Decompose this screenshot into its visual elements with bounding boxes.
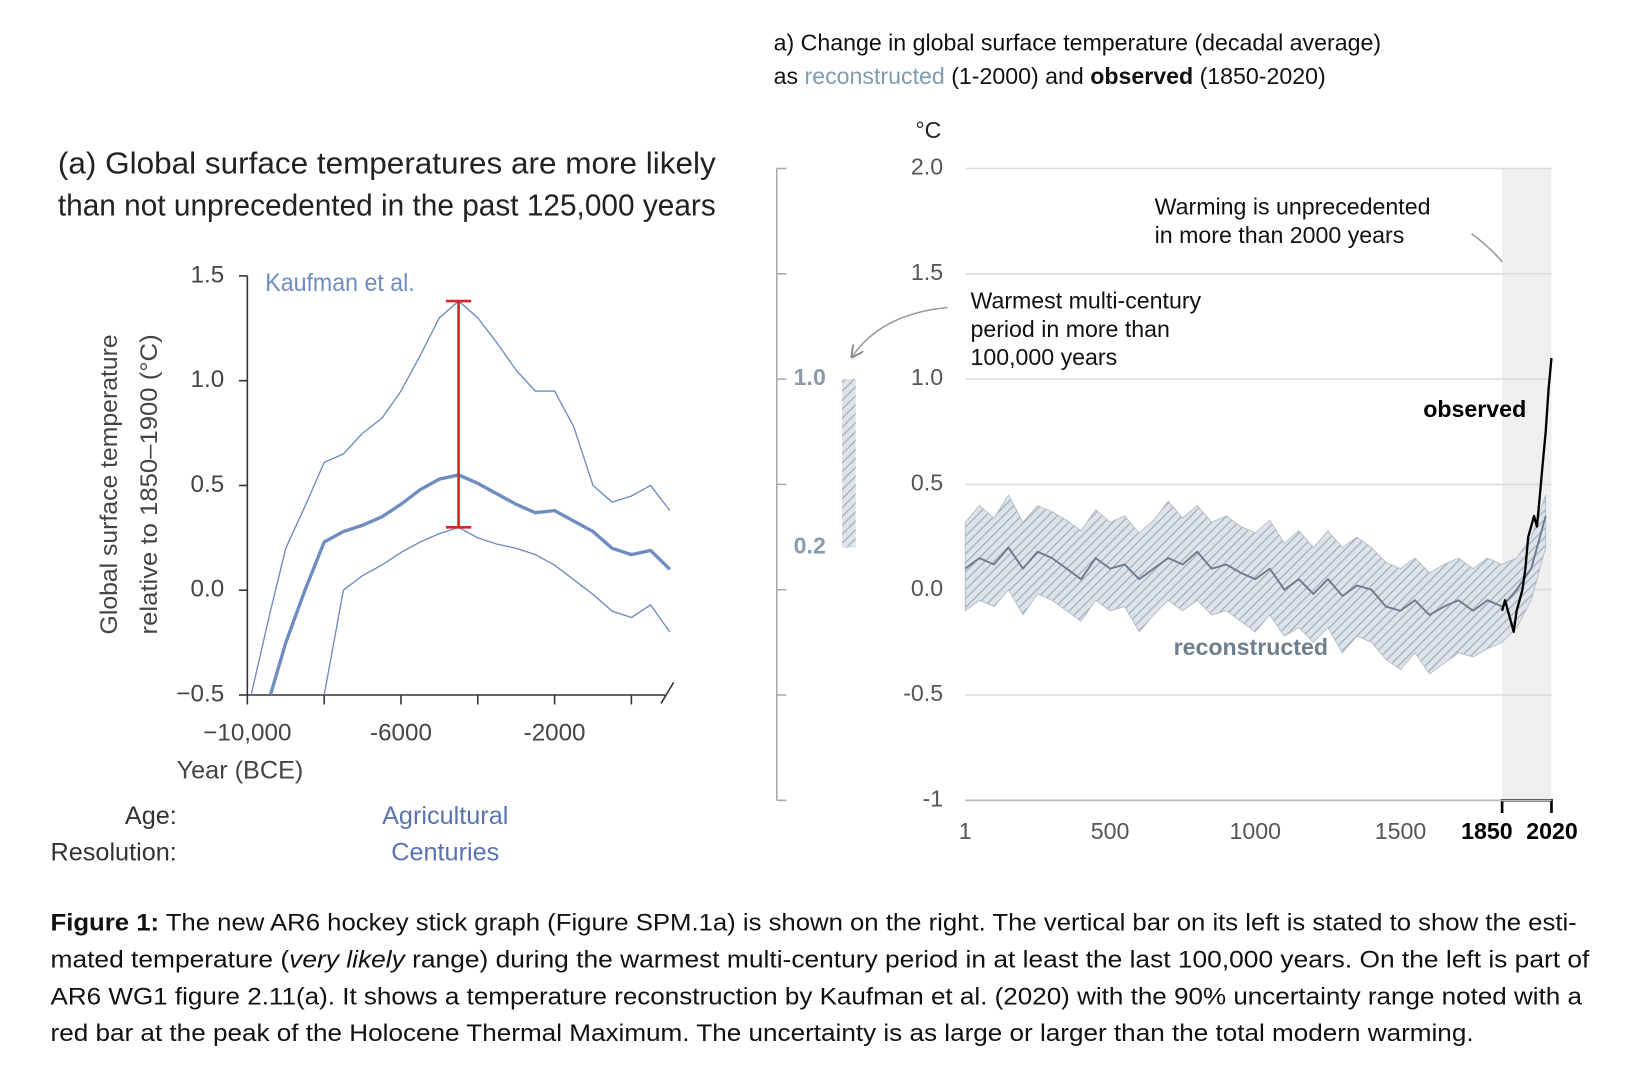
range-label: 0.2 (794, 533, 826, 559)
caption-line: AR6 WG1 figure 2.11(a). It shows a tempe… (51, 984, 1583, 1011)
series-label: Kaufman et al. (265, 269, 414, 297)
row-label: Resolution: (51, 839, 177, 867)
subtitle-part: reconstructed (805, 63, 945, 89)
x-tick-label: -6000 (370, 719, 432, 746)
caption-part: red bar at the peak of the Holocene Ther… (51, 1021, 1474, 1048)
subtitle-part: (1-2000) and (945, 63, 1090, 89)
chart-title: a) Change in global surface temperature … (774, 29, 1381, 55)
axis-break (660, 681, 675, 704)
x-tick-label: 1850 (1461, 818, 1513, 844)
caption-part: Figure 1: (51, 910, 160, 937)
caption-part: mated temperature ( (51, 947, 290, 974)
series-label: reconstructed (1174, 634, 1328, 660)
caption-line: mated temperature (very likely range) du… (51, 947, 1590, 974)
row-label: Age: (125, 802, 177, 830)
x-tick-label: 2020 (1526, 818, 1578, 844)
caption-line: Figure 1: The new AR6 hockey stick graph… (51, 910, 1577, 937)
chart-subtitle: as reconstructed (1-2000) and observed (… (774, 63, 1326, 89)
series-line (964, 515, 1547, 616)
y-tick-label: 0.5 (191, 471, 225, 498)
x-tick-label: 1000 (1230, 818, 1282, 844)
y-axis-label: relative to 1850–1900 (°C) (136, 334, 163, 634)
caption-line: red bar at the peak of the Holocene Ther… (51, 1021, 1474, 1048)
x-tick-label: -2000 (524, 719, 586, 746)
x-tick-label: 500 (1091, 818, 1130, 844)
row-value: Centuries (391, 839, 499, 867)
subtitle-part: observed (1090, 63, 1193, 89)
annotation: Warming is unprecedented (1155, 194, 1431, 220)
range-bar (842, 379, 856, 548)
y-axis-label: Global surface temperature (96, 334, 123, 634)
uncertainty-band (964, 494, 1547, 675)
caption-part: very likely (289, 947, 407, 974)
chart-title: than not unprecedented in the past 125,0… (58, 189, 716, 223)
series-line (1500, 357, 1553, 633)
y-tick-label: 1.5 (191, 261, 225, 288)
annotation-arrow (853, 306, 948, 355)
series-label: observed (1423, 396, 1526, 422)
annotation: period in more than (970, 316, 1169, 342)
y-tick-label: 1.0 (191, 366, 225, 393)
y-tick-label: 0.0 (911, 575, 943, 601)
x-tick-label: −10,000 (203, 719, 291, 746)
x-tick-label: 1500 (1375, 818, 1427, 844)
x-tick-label: 1 (959, 818, 972, 844)
y-tick-label: 1.0 (911, 364, 943, 390)
y-tick-label: 1.5 (911, 259, 943, 285)
caption-part: The new AR6 hockey stick graph (Figure S… (159, 910, 1577, 937)
caption-part: range) during the warmest multi-century … (405, 947, 1590, 974)
y-tick-label: 0.5 (911, 470, 943, 496)
y-tick-label: -0.5 (903, 680, 943, 706)
subtitle-part: as (774, 63, 805, 89)
annotation: Warmest multi-century (970, 287, 1201, 313)
x-axis-label: Year (BCE) (177, 757, 304, 785)
annotation: in more than 2000 years (1155, 222, 1405, 248)
caption-part: AR6 WG1 figure 2.11(a). It shows a tempe… (51, 984, 1583, 1011)
y-tick-label: 2.0 (911, 154, 943, 180)
series-line (323, 526, 671, 696)
subtitle-part: (1850-2020) (1193, 63, 1326, 89)
series-line (250, 300, 671, 696)
row-value: Agricultural (382, 802, 508, 830)
range-label: 1.0 (794, 364, 826, 390)
annotation: 100,000 years (970, 344, 1117, 370)
y-tick-label: −0.5 (176, 680, 224, 707)
period-bracket (1500, 798, 1553, 813)
y-tick-label: -1 (923, 785, 944, 811)
chart-title: (a) Global surface temperatures are more… (58, 146, 717, 180)
series-line (268, 473, 672, 696)
y-tick-label: 0.0 (191, 576, 225, 603)
unit-label: °C (915, 117, 941, 143)
